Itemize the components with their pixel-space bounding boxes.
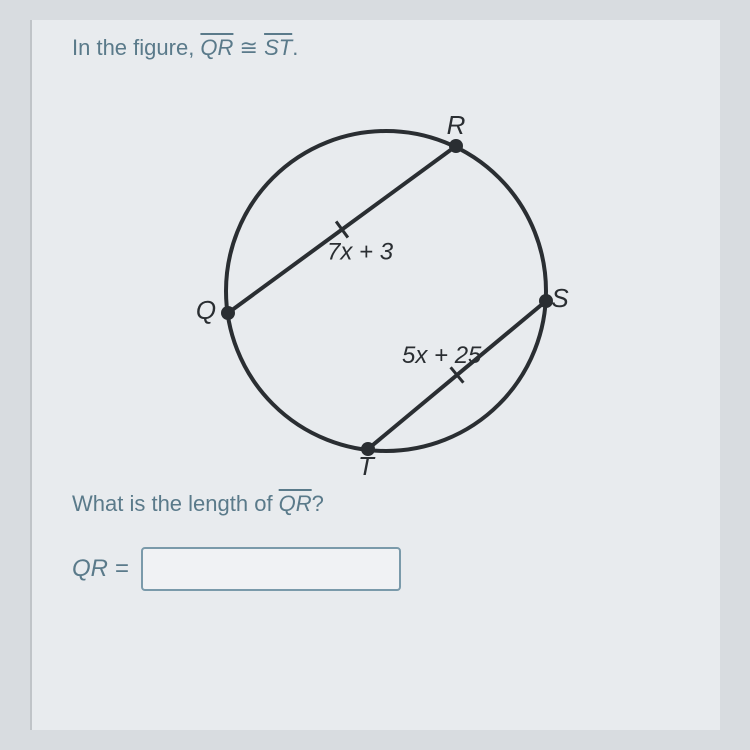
segment-ST: ST [264, 35, 292, 60]
svg-text:R: R [447, 110, 466, 140]
svg-text:Q: Q [196, 295, 216, 325]
statement-prefix: In the figure, [72, 35, 200, 60]
svg-text:T: T [358, 451, 376, 481]
answer-input[interactable] [141, 547, 401, 591]
answer-equals: = [108, 555, 129, 582]
problem-statement: In the figure, QR ≅ ST. [72, 35, 700, 61]
problem-panel: In the figure, QR ≅ ST. 7x + 35x + 25RQS… [30, 20, 720, 730]
svg-text:5x + 25: 5x + 25 [402, 342, 482, 369]
question-prefix: What is the length of [72, 491, 279, 516]
statement-suffix: . [292, 35, 298, 60]
svg-text:S: S [551, 283, 569, 313]
congruent-symbol: ≅ [233, 35, 264, 60]
question-segment: QR [279, 491, 312, 516]
answer-row: QR = [72, 547, 700, 591]
segment-QR: QR [200, 35, 233, 60]
question-suffix: ? [312, 491, 324, 516]
circle-diagram: 7x + 3 5x + 25 R Q S T [196, 91, 576, 481]
answer-segment: QR [72, 555, 108, 582]
svg-text:7x + 3: 7x + 3 [327, 239, 394, 266]
question-text: What is the length of QR? [72, 491, 700, 517]
geometry-figure: 7x + 35x + 25RQST [196, 91, 576, 471]
answer-label: QR = [72, 555, 129, 583]
